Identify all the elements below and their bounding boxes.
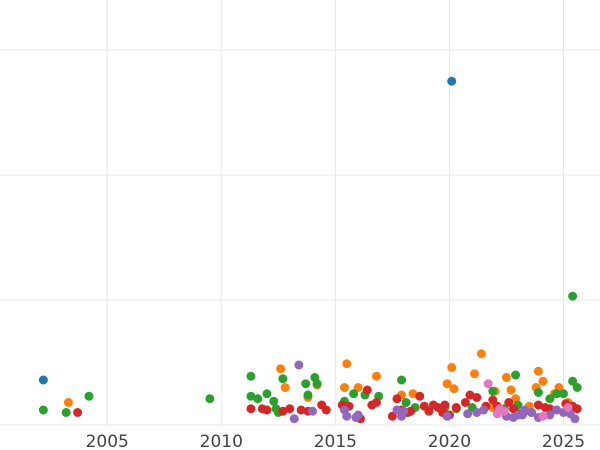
data-point-blue bbox=[447, 76, 457, 86]
data-point-purple bbox=[289, 414, 299, 424]
data-point-red bbox=[285, 404, 295, 414]
data-point-green bbox=[572, 383, 582, 392]
data-point-orange bbox=[449, 384, 459, 394]
data-point-purple bbox=[463, 409, 473, 419]
data-point-red bbox=[371, 398, 381, 407]
data-point-red bbox=[392, 394, 402, 404]
data-point-orange bbox=[353, 383, 363, 392]
data-point-red bbox=[406, 406, 416, 416]
data-point-green bbox=[559, 389, 568, 399]
data-point-red bbox=[533, 400, 543, 410]
data-point-purple bbox=[527, 408, 537, 417]
data-point-purple bbox=[472, 408, 482, 417]
data-point-green bbox=[533, 388, 543, 397]
data-point-purple bbox=[342, 411, 352, 421]
data-point-orange bbox=[506, 385, 516, 395]
data-point-red bbox=[472, 393, 482, 402]
data-point-orange bbox=[538, 376, 548, 386]
data-point-red bbox=[465, 390, 475, 400]
x-tick-label: 2005 bbox=[86, 432, 129, 450]
data-point-green bbox=[278, 374, 288, 384]
data-point-purple bbox=[308, 406, 318, 416]
data-point-green bbox=[401, 398, 411, 407]
data-point-red bbox=[278, 406, 288, 416]
data-point-orange bbox=[342, 359, 352, 369]
data-point-green bbox=[38, 405, 48, 415]
data-point-purple bbox=[442, 411, 452, 421]
gridlines bbox=[0, 0, 600, 426]
data-point-green bbox=[397, 375, 407, 385]
data-point-orange bbox=[470, 369, 480, 379]
data-point-green bbox=[312, 379, 322, 389]
data-point-green bbox=[568, 291, 578, 301]
data-point-purple bbox=[479, 405, 489, 415]
data-points bbox=[38, 76, 582, 424]
data-point-orange bbox=[276, 364, 286, 374]
data-point-red bbox=[572, 404, 582, 414]
data-point-green bbox=[269, 396, 279, 406]
data-point-red bbox=[488, 395, 498, 405]
data-point-red bbox=[246, 404, 256, 414]
data-point-orange bbox=[447, 363, 457, 372]
data-point-purple bbox=[570, 414, 580, 424]
data-point-orange bbox=[371, 371, 381, 381]
data-point-red bbox=[262, 405, 272, 415]
data-point-red bbox=[545, 404, 555, 414]
data-point-purple bbox=[294, 360, 304, 370]
data-point-green bbox=[552, 389, 562, 399]
data-point-orange bbox=[339, 383, 349, 392]
data-point-red bbox=[321, 405, 331, 415]
data-point-red bbox=[460, 398, 470, 407]
x-tick-label: 2020 bbox=[428, 432, 471, 450]
data-point-purple bbox=[392, 405, 402, 415]
data-point-pink bbox=[483, 379, 493, 389]
data-point-orange bbox=[533, 366, 543, 376]
data-point-blue bbox=[38, 375, 48, 385]
data-point-red bbox=[362, 385, 372, 395]
data-point-red bbox=[387, 411, 397, 421]
data-point-red bbox=[440, 400, 450, 410]
data-point-green bbox=[349, 389, 359, 399]
x-axis-tick-labels: 2005 2010 2015 2020 2025 bbox=[86, 432, 586, 450]
data-point-green bbox=[246, 371, 256, 381]
data-point-pink bbox=[538, 411, 548, 421]
data-point-green bbox=[303, 390, 313, 400]
data-point-orange bbox=[501, 373, 511, 382]
data-point-red bbox=[73, 408, 83, 417]
x-tick-label: 2010 bbox=[200, 432, 243, 450]
data-point-red bbox=[504, 398, 514, 407]
data-point-green bbox=[545, 394, 555, 404]
data-point-green bbox=[84, 391, 94, 401]
data-point-red bbox=[424, 406, 434, 416]
data-point-red bbox=[415, 391, 425, 401]
data-point-green bbox=[262, 389, 272, 399]
data-point-green bbox=[61, 408, 71, 417]
data-point-purple bbox=[399, 406, 409, 416]
data-point-green bbox=[246, 391, 256, 401]
data-point-green bbox=[205, 394, 215, 404]
data-point-green bbox=[301, 379, 311, 389]
data-point-red bbox=[451, 403, 461, 412]
data-point-orange bbox=[408, 389, 418, 399]
data-point-red bbox=[296, 405, 306, 415]
data-point-purple bbox=[517, 410, 527, 420]
x-tick-label: 2015 bbox=[314, 432, 357, 450]
data-point-purple bbox=[552, 405, 562, 415]
data-point-orange bbox=[280, 383, 290, 392]
data-point-purple bbox=[353, 410, 363, 420]
data-point-green bbox=[253, 394, 263, 404]
data-point-green bbox=[488, 386, 498, 396]
x-tick-label: 2025 bbox=[542, 432, 585, 450]
data-point-green bbox=[511, 370, 521, 380]
data-point-orange bbox=[476, 349, 486, 359]
data-point-orange bbox=[63, 398, 73, 407]
data-point-orange bbox=[442, 379, 452, 389]
data-point-pink bbox=[563, 403, 573, 412]
data-point-green bbox=[568, 376, 578, 386]
data-point-purple bbox=[545, 410, 555, 420]
data-point-pink bbox=[495, 404, 505, 414]
